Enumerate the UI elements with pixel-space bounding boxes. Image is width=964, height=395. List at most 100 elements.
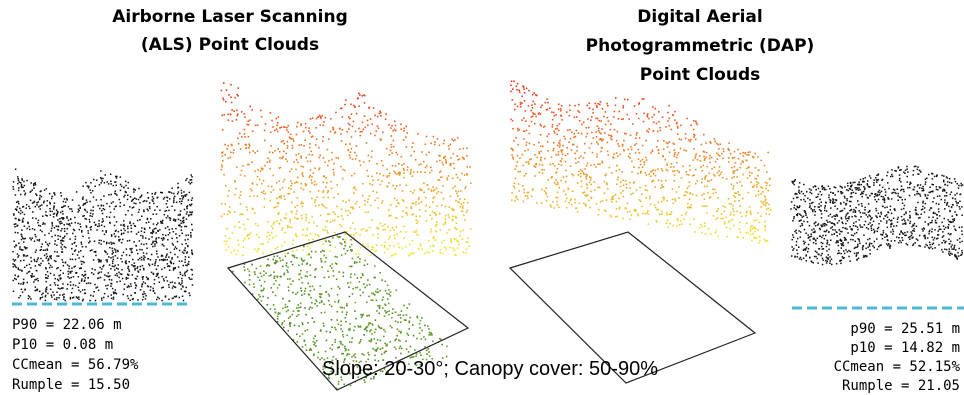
- point: [127, 225, 129, 228]
- point: [718, 166, 721, 168]
- point: [857, 238, 859, 240]
- point: [53, 294, 55, 296]
- point: [344, 252, 347, 255]
- point: [18, 254, 20, 257]
- point: [342, 352, 344, 355]
- point: [601, 140, 603, 142]
- point: [699, 159, 702, 162]
- point: [579, 175, 582, 178]
- point: [435, 230, 437, 233]
- point: [414, 159, 417, 161]
- point: [84, 274, 86, 276]
- point: [468, 245, 470, 248]
- point: [618, 110, 620, 113]
- point: [161, 255, 164, 257]
- point: [839, 230, 842, 233]
- point: [858, 240, 861, 242]
- point: [511, 120, 514, 122]
- point: [828, 231, 830, 233]
- point: [152, 230, 154, 232]
- point: [950, 191, 953, 193]
- point: [239, 174, 242, 176]
- point: [344, 233, 346, 236]
- point: [276, 202, 279, 204]
- point: [287, 224, 289, 227]
- point: [80, 263, 83, 265]
- point: [886, 216, 889, 218]
- point: [534, 122, 536, 125]
- point: [331, 263, 333, 265]
- point: [547, 150, 549, 152]
- point: [907, 219, 909, 221]
- point: [313, 353, 315, 355]
- point: [456, 239, 458, 242]
- point: [85, 225, 88, 227]
- point: [220, 89, 223, 92]
- point: [276, 246, 279, 249]
- point: [688, 164, 691, 167]
- point: [313, 343, 315, 346]
- point: [253, 195, 255, 197]
- point: [163, 267, 166, 269]
- point: [135, 198, 138, 200]
- point: [423, 336, 425, 338]
- point: [567, 153, 569, 155]
- point: [295, 154, 297, 156]
- point: [182, 195, 185, 197]
- point: [412, 356, 414, 358]
- point: [262, 192, 265, 195]
- point: [20, 238, 23, 241]
- point: [563, 190, 565, 192]
- point: [380, 244, 383, 247]
- point: [510, 84, 512, 87]
- point: [792, 182, 794, 184]
- point: [354, 353, 356, 355]
- point: [857, 200, 859, 202]
- point: [936, 195, 939, 198]
- point: [109, 211, 112, 214]
- point: [765, 187, 767, 190]
- point: [745, 232, 747, 234]
- point: [39, 205, 41, 207]
- point: [414, 349, 416, 351]
- point: [841, 230, 843, 233]
- point: [178, 260, 181, 262]
- point: [348, 353, 350, 355]
- point: [661, 213, 663, 215]
- point: [117, 264, 119, 266]
- point: [272, 227, 274, 230]
- point: [436, 205, 438, 207]
- point: [722, 157, 724, 159]
- point: [285, 262, 288, 264]
- point: [391, 317, 393, 319]
- point: [569, 129, 571, 131]
- point: [822, 242, 824, 245]
- point: [591, 151, 594, 154]
- point: [343, 359, 346, 361]
- point: [71, 287, 74, 290]
- point: [874, 230, 876, 232]
- point: [344, 317, 347, 319]
- point: [139, 265, 142, 268]
- point: [573, 143, 575, 146]
- point: [57, 284, 59, 286]
- point: [676, 121, 678, 124]
- point: [569, 104, 571, 107]
- point: [302, 245, 305, 248]
- point: [731, 177, 733, 179]
- point: [765, 184, 768, 187]
- point: [637, 148, 640, 151]
- point: [277, 313, 280, 315]
- point: [432, 189, 435, 192]
- point: [383, 328, 385, 331]
- point: [290, 210, 293, 213]
- point: [165, 254, 168, 257]
- point: [692, 128, 695, 131]
- point: [419, 243, 422, 245]
- point: [29, 228, 31, 231]
- point: [73, 250, 76, 252]
- point: [878, 223, 880, 225]
- point: [812, 231, 815, 233]
- point: [531, 189, 534, 191]
- point: [354, 228, 356, 230]
